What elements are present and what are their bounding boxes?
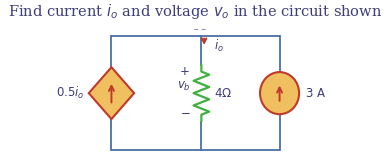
Text: Find current $i_o$ and voltage $v_o$ in the circuit shown: Find current $i_o$ and voltage $v_o$ in … bbox=[8, 2, 383, 21]
Text: +: + bbox=[180, 65, 190, 78]
Text: $3\ \mathrm{A}$: $3\ \mathrm{A}$ bbox=[305, 87, 326, 100]
Text: – –: – – bbox=[194, 25, 206, 34]
Text: $v_b$: $v_b$ bbox=[178, 80, 191, 93]
Text: $0.5i_o$: $0.5i_o$ bbox=[56, 85, 85, 101]
Ellipse shape bbox=[260, 72, 299, 114]
Text: −: − bbox=[181, 107, 190, 120]
Text: $i_o$: $i_o$ bbox=[214, 38, 224, 54]
Text: $4\Omega$: $4\Omega$ bbox=[214, 87, 232, 100]
Polygon shape bbox=[89, 67, 134, 119]
